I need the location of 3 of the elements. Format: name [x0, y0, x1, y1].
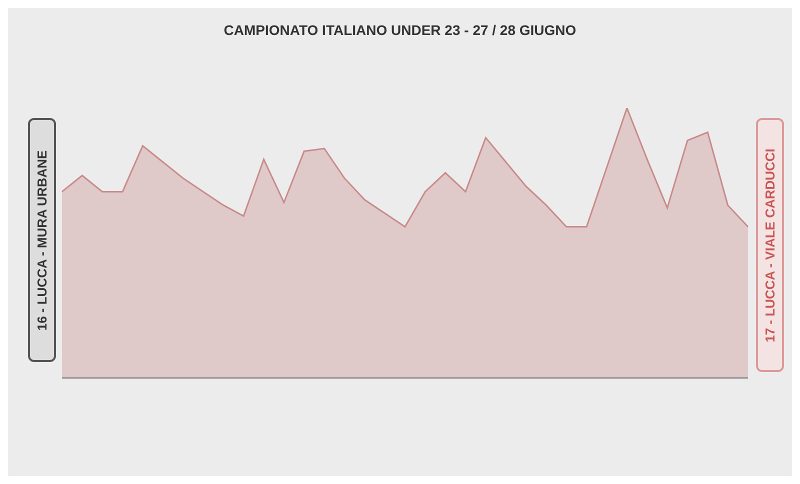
chart-title: CAMPIONATO ITALIANO UNDER 23 - 27 / 28 GIUGNO [222, 21, 578, 38]
finish-label: 17 - LUCCA - VIALE CARDUCCI [756, 118, 784, 372]
start-label: 16 - LUCCA - MURA URBANE [28, 118, 56, 362]
